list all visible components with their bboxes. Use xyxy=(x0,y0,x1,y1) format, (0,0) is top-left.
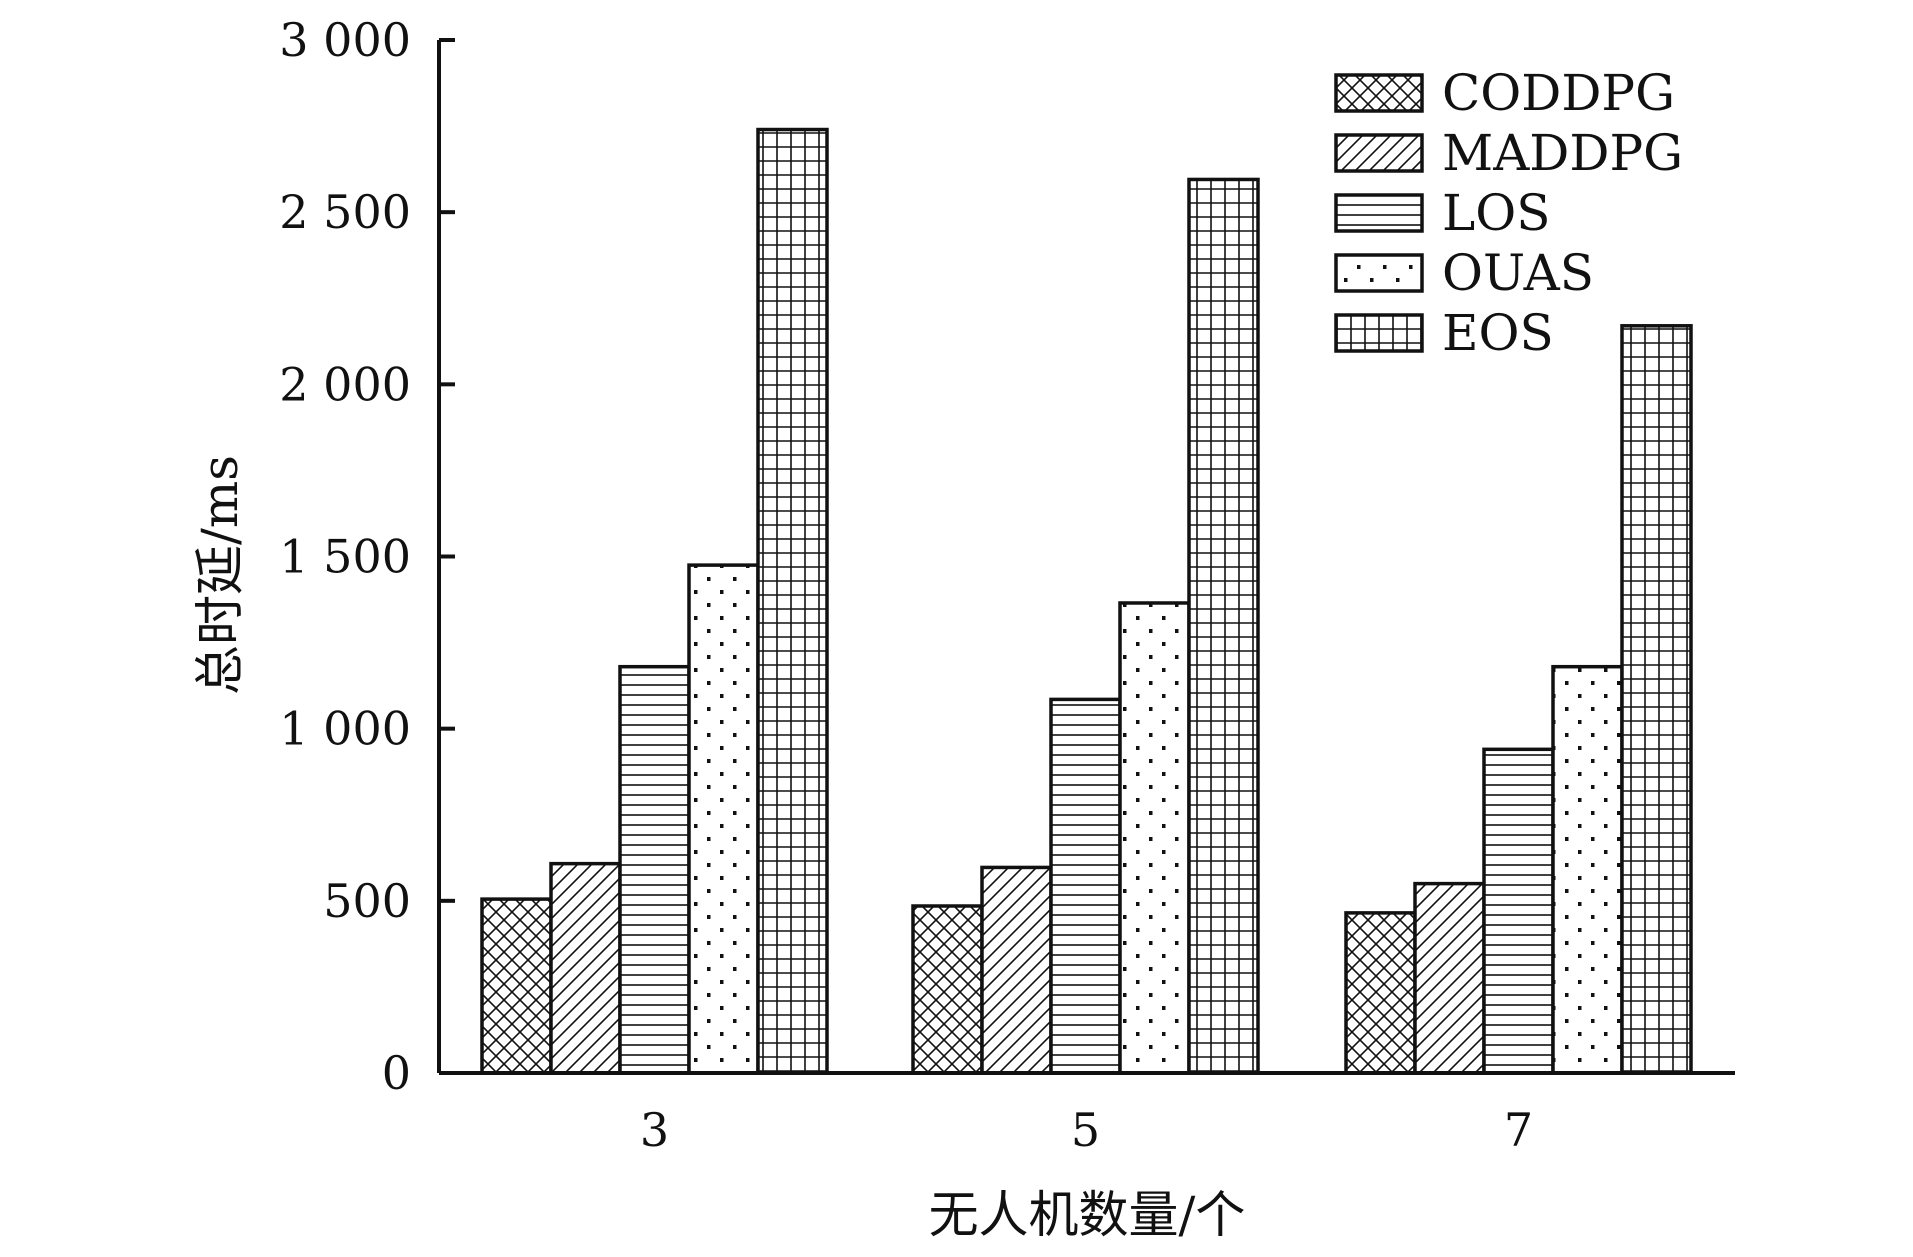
y-tick-label: 2 500 xyxy=(279,185,411,239)
x-tick-label: 3 xyxy=(640,1103,669,1157)
y-axis-ticks: 0 500 1 000 1 500 2 000 2 500 3 000 xyxy=(279,13,455,1100)
y-tick-label: 0 xyxy=(382,1046,411,1100)
legend-swatch-ouas xyxy=(1334,253,1424,293)
y-axis-title: 总时延/ms xyxy=(191,455,249,695)
bars xyxy=(480,127,1693,1075)
legend-label-ouas: OUAS xyxy=(1442,244,1594,302)
bar-los-7 xyxy=(1482,747,1555,1075)
y-tick-label: 500 xyxy=(323,874,411,928)
bar-coddpg-3 xyxy=(480,897,553,1075)
legend-swatch-coddpg xyxy=(1334,73,1424,113)
legend-label-eos: EOS xyxy=(1442,304,1554,362)
bar-los-5 xyxy=(1049,697,1122,1075)
legend-swatch-eos xyxy=(1334,313,1424,353)
x-tick-label: 7 xyxy=(1504,1103,1533,1157)
bar-coddpg-5 xyxy=(911,904,984,1075)
bar-ouas-5 xyxy=(1118,601,1191,1075)
bar-ouas-7 xyxy=(1551,664,1624,1075)
y-tick-label: 1 000 xyxy=(279,702,411,756)
legend-label-maddpg: MADDPG xyxy=(1442,124,1683,182)
bar-eos-7 xyxy=(1620,324,1693,1075)
legend-label-coddpg: CODDPG xyxy=(1442,64,1675,122)
bar-los-3 xyxy=(618,664,691,1075)
axes xyxy=(437,40,1735,1075)
x-tick-label: 5 xyxy=(1071,1103,1100,1157)
bar-eos-3 xyxy=(756,127,829,1075)
x-axis-labels: 3 5 7 xyxy=(640,1103,1533,1157)
legend-swatch-maddpg xyxy=(1334,133,1424,173)
y-tick-label: 2 000 xyxy=(279,357,411,411)
bar-eos-5 xyxy=(1187,177,1260,1075)
bar-maddpg-3 xyxy=(549,861,622,1075)
bar-ouas-3 xyxy=(687,563,760,1075)
bar-maddpg-5 xyxy=(980,865,1053,1075)
x-axis-title: 无人机数量/个 xyxy=(929,1186,1246,1244)
y-tick-label: 1 500 xyxy=(279,530,411,584)
legend-swatch-los xyxy=(1334,193,1424,233)
legend-label-los: LOS xyxy=(1442,184,1550,242)
y-tick-label: 3 000 xyxy=(279,13,411,67)
bar-coddpg-7 xyxy=(1344,911,1417,1075)
bar-maddpg-7 xyxy=(1413,881,1486,1075)
